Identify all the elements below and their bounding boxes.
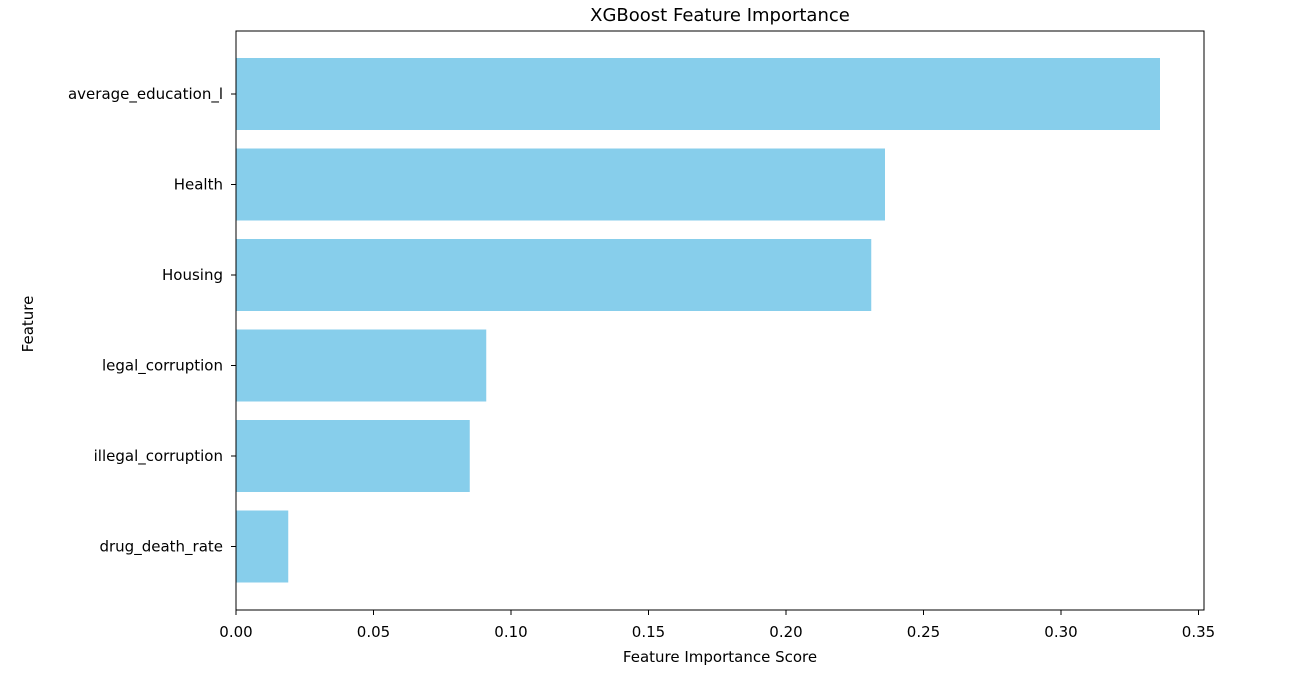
x-tick-label: 0.15 [632,623,665,641]
x-tick-label: 0.00 [219,623,252,641]
x-tick-label: 0.05 [357,623,390,641]
y-tick-label: illegal_corruption [94,447,223,466]
y-axis: average_education_l Health Housing legal_co… [68,85,236,557]
x-axis-label: Feature Importance Score [623,648,817,666]
y-tick-label: legal_corruption [102,357,223,376]
bar-housing [236,239,872,311]
bar-illegal-corruption [236,420,470,492]
bar-legal-corruption [236,329,487,402]
y-tick-label: average_education_l [68,85,223,104]
bar-drug-death-rate [236,510,289,583]
bar-health [236,148,885,221]
y-tick-label: Health [174,176,223,194]
y-tick-label: drug_death_rate [99,538,223,557]
bars-layer [236,58,1160,583]
plot-frame [235,30,1205,611]
x-tick-label: 0.35 [1182,623,1215,641]
bar-average-education-l [236,58,1160,130]
x-tick-label: 0.30 [1044,623,1077,641]
x-tick-label: 0.25 [907,623,940,641]
chart-title: XGBoost Feature Importance [590,5,850,26]
y-axis-label: Feature [19,296,37,353]
x-tick-label: 0.10 [494,623,527,641]
x-tick-label: 0.20 [769,623,802,641]
x-axis: 0.00 0.05 0.10 0.15 0.20 0.25 0.30 0.35 [219,610,1215,641]
y-tick-label: Housing [162,266,223,284]
